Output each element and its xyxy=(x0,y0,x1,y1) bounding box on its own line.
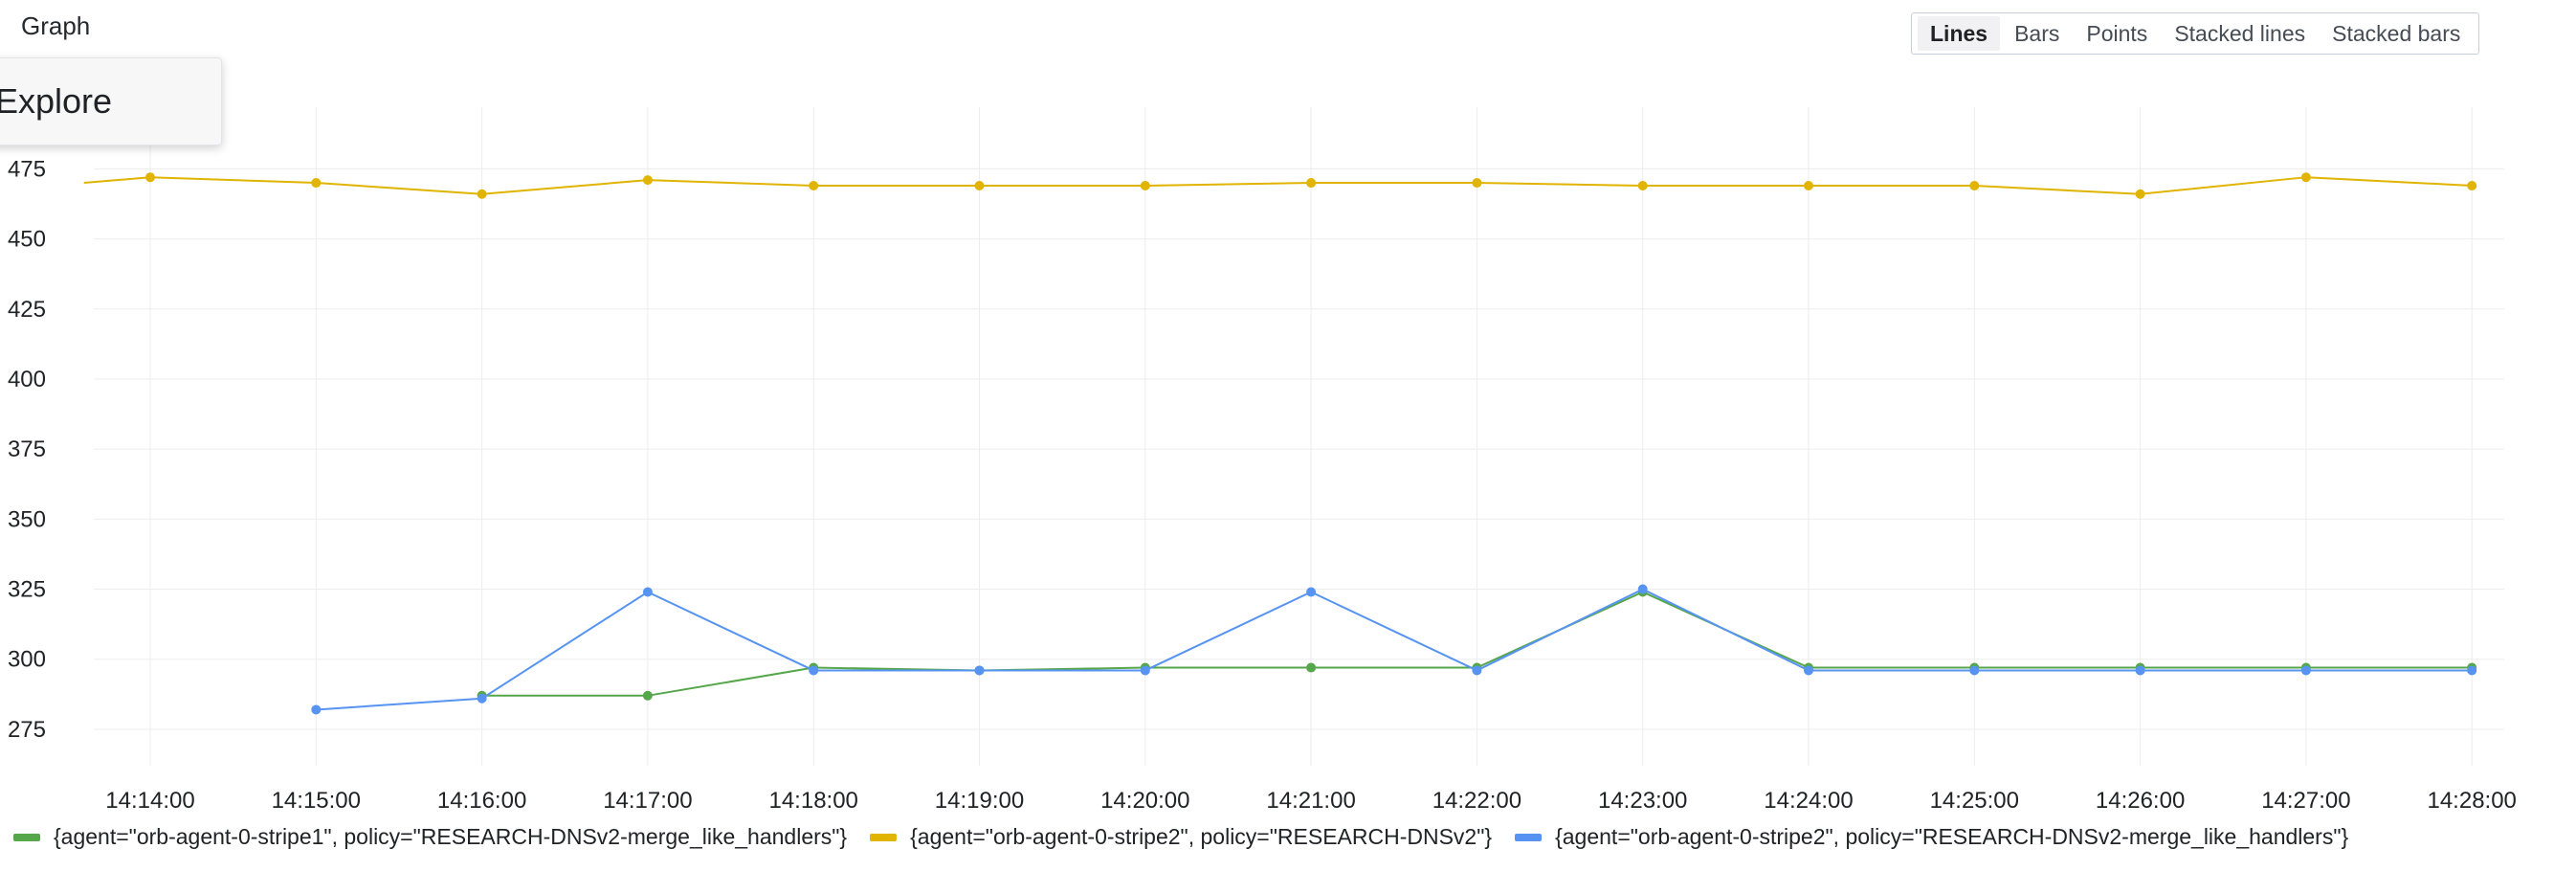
data-point[interactable] xyxy=(642,690,653,701)
lines-button[interactable]: Lines xyxy=(1918,16,2001,51)
legend-item[interactable]: {agent="orb-agent-0-stripe2", policy="RE… xyxy=(1515,824,2348,850)
data-point[interactable] xyxy=(809,665,819,676)
legend-label: {agent="orb-agent-0-stripe2", policy="RE… xyxy=(910,824,1493,849)
data-point[interactable] xyxy=(1306,662,1317,673)
legend-label: {agent="orb-agent-0-stripe1", policy="RE… xyxy=(54,824,848,849)
bars-button[interactable]: Bars xyxy=(2002,16,2072,51)
data-point[interactable] xyxy=(1472,665,1482,676)
data-point[interactable] xyxy=(477,693,487,704)
data-point[interactable] xyxy=(2135,665,2145,676)
series-line xyxy=(83,176,2473,195)
panel-title: Graph xyxy=(21,11,91,40)
data-point[interactable] xyxy=(642,175,653,186)
data-point[interactable] xyxy=(1637,584,1648,594)
y-tick-label: 300 xyxy=(8,647,46,673)
legend-item[interactable]: {agent="orb-agent-0-stripe2", policy="RE… xyxy=(870,824,1492,850)
y-tick-label: 325 xyxy=(8,577,46,603)
data-point[interactable] xyxy=(1306,587,1317,597)
chart-legend: {agent="orb-agent-0-stripe1", policy="RE… xyxy=(13,824,2348,850)
data-point[interactable] xyxy=(2467,665,2477,676)
data-point[interactable] xyxy=(2135,189,2145,199)
x-tick-label: 14:22:00 xyxy=(1432,788,1521,814)
data-point[interactable] xyxy=(1804,180,1813,190)
visualization-switcher: Lines Bars Points Stacked lines Stacked … xyxy=(1911,12,2480,55)
data-point[interactable] xyxy=(2300,172,2311,183)
y-tick-label: 375 xyxy=(8,436,46,462)
legend-item[interactable]: {agent="orb-agent-0-stripe1", policy="RE… xyxy=(13,824,847,850)
data-point[interactable] xyxy=(311,178,322,189)
x-tick-label: 14:21:00 xyxy=(1266,788,1355,814)
explore-tooltip[interactable]: Explore xyxy=(0,57,222,145)
data-point[interactable] xyxy=(2300,665,2311,676)
x-tick-label: 14:17:00 xyxy=(603,788,692,814)
series-3 xyxy=(311,584,2477,715)
y-tick-label: 475 xyxy=(8,156,46,182)
x-tick-label: 14:24:00 xyxy=(1764,788,1853,814)
x-tick-label: 14:15:00 xyxy=(272,788,361,814)
data-point[interactable] xyxy=(1472,178,1482,189)
x-tick-label: 14:18:00 xyxy=(768,788,857,814)
data-point[interactable] xyxy=(311,704,322,715)
data-point[interactable] xyxy=(145,172,155,183)
data-point[interactable] xyxy=(477,189,487,199)
stacked-lines-button[interactable]: Stacked lines xyxy=(2162,16,2318,51)
x-tick-label: 14:25:00 xyxy=(1930,788,2019,814)
series-line xyxy=(316,588,2473,711)
data-point[interactable] xyxy=(1969,665,1980,676)
x-tick-label: 14:23:00 xyxy=(1598,788,1687,814)
series-2 xyxy=(83,172,2477,199)
data-point[interactable] xyxy=(1306,178,1317,189)
data-point[interactable] xyxy=(1969,180,1980,190)
data-point[interactable] xyxy=(974,180,985,190)
legend-label: {agent="orb-agent-0-stripe2", policy="RE… xyxy=(1555,824,2349,849)
explore-tooltip-label: Explore xyxy=(0,81,113,121)
y-tick-label: 350 xyxy=(8,506,46,532)
legend-swatch xyxy=(870,833,898,841)
x-tick-label: 14:20:00 xyxy=(1100,788,1189,814)
stacked-bars-button[interactable]: Stacked bars xyxy=(2320,16,2473,51)
x-tick-label: 14:16:00 xyxy=(437,788,526,814)
data-point[interactable] xyxy=(642,587,653,597)
data-point[interactable] xyxy=(1140,665,1150,676)
x-tick-label: 14:19:00 xyxy=(935,788,1024,814)
x-tick-label: 14:27:00 xyxy=(2261,788,2350,814)
data-point[interactable] xyxy=(2467,180,2477,190)
data-point[interactable] xyxy=(809,180,819,190)
x-tick-label: 14:28:00 xyxy=(2427,788,2516,814)
x-tick-label: 14:26:00 xyxy=(2096,788,2185,814)
data-point[interactable] xyxy=(1804,665,1813,676)
y-tick-label: 275 xyxy=(8,717,46,743)
y-tick-label: 450 xyxy=(8,227,46,253)
data-point[interactable] xyxy=(974,665,985,676)
points-button[interactable]: Points xyxy=(2074,16,2160,51)
data-point[interactable] xyxy=(1637,180,1648,190)
data-point[interactable] xyxy=(1140,180,1150,190)
y-tick-label: 400 xyxy=(8,367,46,392)
y-tick-label: 425 xyxy=(8,297,46,323)
x-tick-label: 14:14:00 xyxy=(105,788,194,814)
legend-swatch xyxy=(1515,833,1543,841)
legend-swatch xyxy=(13,833,40,841)
